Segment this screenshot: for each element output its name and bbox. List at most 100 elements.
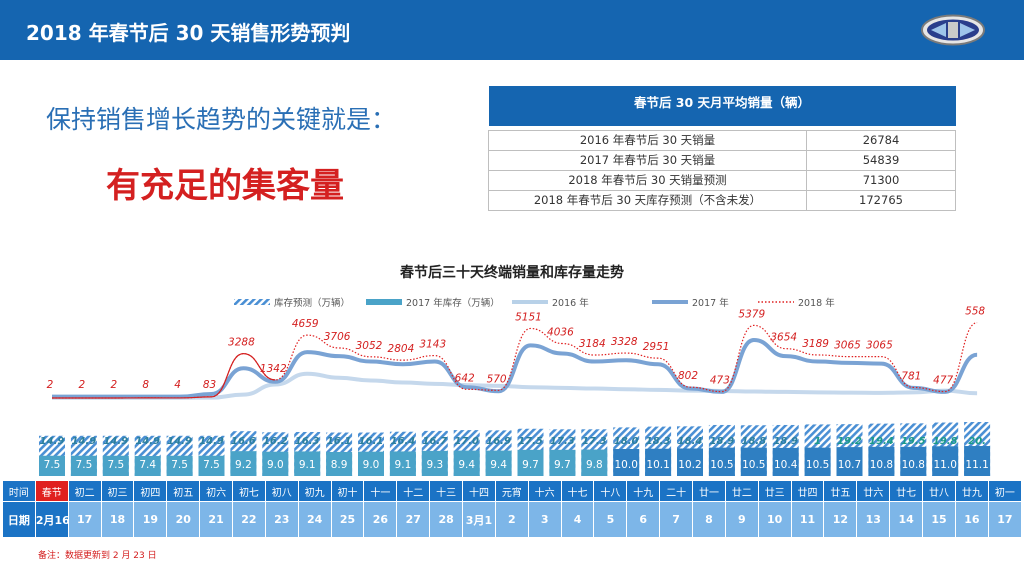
axis-date-label: 28 — [429, 501, 464, 538]
bar-inventory-2017 — [262, 451, 289, 476]
legend-label: 库存预测（万辆） — [274, 297, 350, 309]
summary-table-title: 春节后 30 天月平均销量（辆） — [488, 86, 956, 126]
axis-date-label: 26 — [363, 501, 398, 538]
data-label-inventory-2017: 9.7 — [522, 459, 539, 471]
axis-time-label: 廿九 — [954, 480, 989, 502]
data-label-inventory-forecast: 16.2 — [263, 436, 288, 447]
data-label-inventory-forecast: 16.9 — [486, 436, 511, 447]
bar-inventory-2017 — [230, 451, 257, 476]
bar-inventory-2017 — [421, 450, 448, 476]
axis-date-label: 9 — [724, 501, 759, 538]
axis-date-label: 7 — [659, 501, 694, 538]
data-label-inventory-forecast: 14.9 — [40, 436, 65, 447]
chart-axis-table: 时间 春节 初二 初三 初四 初五 初六 初七 初八 初九 初十 十一 十二 十三 十四 元宵 十六 十七 十八 十九… — [2, 480, 1023, 538]
data-label-sales: 2951 — [643, 341, 670, 353]
axis-time-label: 十六 — [527, 480, 562, 502]
data-label-sales: 2 — [110, 379, 117, 391]
data-label-inventory-forecast: 16.1 — [327, 436, 352, 447]
axis-time-label: 廿四 — [790, 480, 825, 502]
data-label-inventory-forecast: 18.0 — [614, 436, 639, 447]
axis-time-label: 廿一 — [692, 480, 726, 502]
bar-inventory-2017 — [708, 447, 735, 476]
data-label-inventory-forecast: 17.3 — [550, 436, 575, 447]
data-label-inventory-2017: 10.5 — [806, 459, 829, 471]
legend-label: 2017 年库存（万辆） — [406, 297, 500, 309]
axis-time-label: 十一 — [363, 480, 398, 502]
summary-table: 春节后 30 天月平均销量（辆） 2016 年春节后 30 天销量 26784 … — [488, 86, 956, 211]
data-label-inventory-forecast: 18.9 — [773, 436, 798, 447]
axis-date-label: 5 — [593, 501, 628, 538]
axis-date-label: 27 — [396, 501, 431, 538]
data-label-inventory-forecast: 1 — [814, 436, 821, 447]
data-label-sales: 3654 — [770, 332, 797, 344]
legend-swatch — [234, 299, 270, 305]
data-label-sales: 3143 — [419, 339, 446, 351]
chart-title: 春节后三十天终端销量和库存量走势 — [400, 265, 624, 281]
data-label-inventory-forecast: 18.8 — [741, 436, 766, 447]
data-label-sales: 3052 — [356, 340, 383, 352]
bar-inventory-2017 — [485, 450, 512, 476]
data-label-inventory-2017: 9.0 — [363, 459, 380, 471]
data-label-inventory-forecast: 16.7 — [422, 436, 447, 447]
data-label-inventory-forecast: 18.3 — [646, 436, 671, 447]
data-label-sales: 5151 — [515, 311, 542, 323]
data-label-inventory-2017: 7.5 — [76, 459, 93, 471]
data-label-inventory-2017: 10.8 — [870, 459, 893, 471]
axis-date-label: 25 — [330, 501, 365, 538]
data-label-sales: 802 — [678, 370, 698, 382]
data-label-sales: 1342 — [260, 363, 287, 375]
bar-inventory-2017 — [613, 449, 640, 476]
footnote: 备注：数据更新到 2 月 23 日 — [38, 551, 157, 561]
axis-time-label: 廿七 — [889, 480, 924, 502]
table-row: 2018 年春节后 30 天销量预测 71300 — [488, 169, 956, 191]
bar-inventory-2017 — [581, 449, 608, 476]
bar-inventory-2017 — [804, 447, 831, 476]
data-label-sales: 4 — [174, 379, 181, 391]
axis-time-label: 十八 — [593, 480, 628, 502]
series-line-2018-actual — [52, 353, 276, 399]
axis-date-label: 2月16 — [34, 501, 69, 538]
series-line-2017 — [52, 337, 978, 399]
bar-inventory-2017 — [326, 451, 353, 476]
data-label-inventory-forecast: 14.9 — [199, 436, 224, 447]
axis-time-label: 十四 — [462, 480, 496, 502]
axis-time-label: 初十 — [330, 480, 365, 502]
data-label-inventory-2017: 7.5 — [107, 459, 124, 471]
axis-date-label: 6 — [626, 501, 661, 538]
data-label-inventory-2017: 10.0 — [615, 459, 638, 471]
bar-inventory-2017 — [517, 449, 544, 476]
data-label-inventory-forecast: 17.0 — [454, 436, 479, 447]
axis-row-time: 时间 春节 初二 初三 初四 初五 初六 初七 初八 初九 初十 十一 十二 十三 十四 元宵 十六 十七 十八 十九… — [2, 480, 1023, 502]
bar-inventory-2017 — [102, 455, 129, 476]
bar-inventory-2017 — [453, 450, 480, 476]
axis-time-label: 十七 — [560, 480, 595, 502]
key-message: 保持销售增长趋势的关键就是： — [46, 105, 397, 134]
data-label-inventory-2017: 9.3 — [426, 459, 443, 471]
bar-inventory-2017 — [964, 446, 991, 476]
key-highlight: 有充足的集客量 — [106, 166, 344, 206]
axis-row-label: 时间 — [2, 480, 36, 502]
table-cell-label: 2018 年春节后 30 天销量预测 — [488, 169, 807, 191]
data-label-inventory-forecast: 16.6 — [231, 436, 256, 447]
axis-time-label: 初四 — [133, 480, 168, 502]
data-label-inventory-forecast: 14.9 — [72, 436, 97, 447]
axis-time-label: 元宵 — [494, 480, 529, 502]
page-title: 2018 年春节后 30 天销售形势预判 — [26, 21, 351, 45]
data-label-sales: 477 — [933, 375, 953, 387]
data-label-sales: 570 — [487, 373, 507, 385]
axis-time-label: 春节 — [34, 480, 69, 502]
data-label-inventory-forecast: 16.1 — [359, 436, 384, 447]
bar-inventory-2017 — [358, 451, 384, 476]
data-label-inventory-forecast: 14.9 — [135, 436, 160, 447]
legend-label: 2017 年 — [692, 297, 729, 309]
axis-time-label: 初八 — [264, 480, 299, 502]
axis-time-label: 初六 — [199, 480, 234, 502]
data-label-sales: 473 — [710, 375, 730, 387]
bar-inventory-2017 — [645, 448, 672, 476]
data-label-sales: 642 — [455, 372, 475, 384]
data-label-inventory-2017: 9.4 — [458, 459, 475, 471]
data-label-inventory-forecast: 16.3 — [295, 436, 320, 447]
bar-inventory-2017 — [772, 447, 799, 476]
axis-time-label: 初一 — [987, 480, 1023, 502]
data-label-inventory-2017: 10.5 — [742, 459, 765, 471]
